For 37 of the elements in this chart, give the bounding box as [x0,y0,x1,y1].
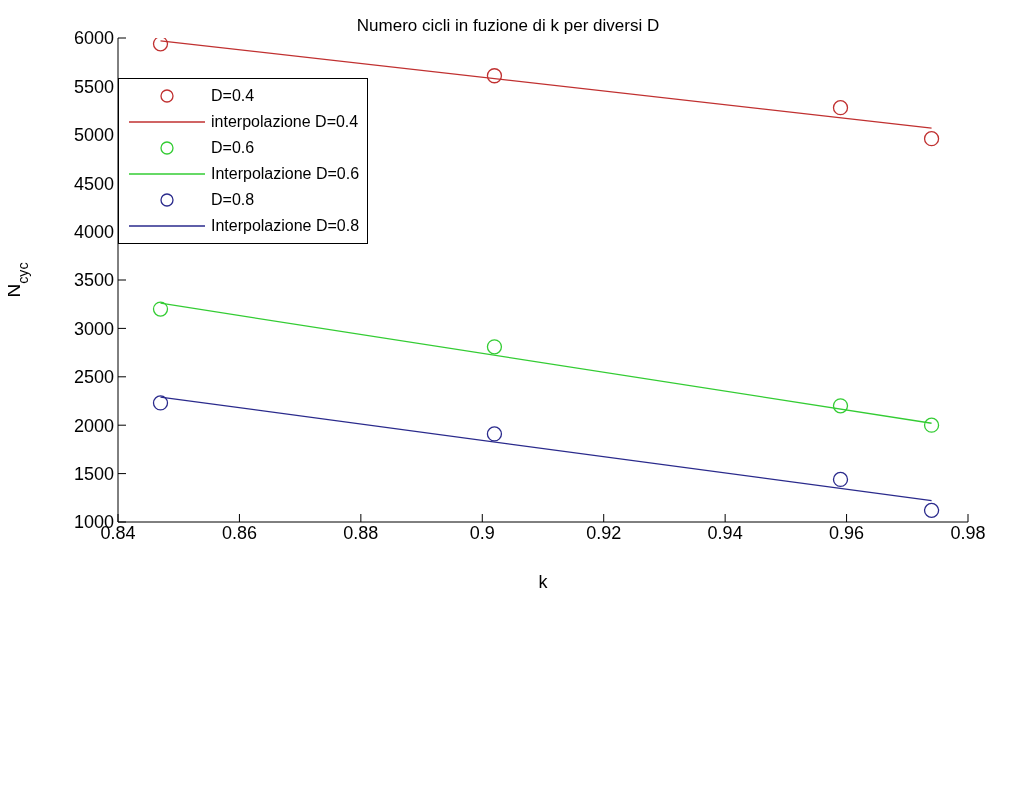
point [923,502,940,519]
y-tick-label: 5500 [73,76,114,97]
point [152,301,169,317]
y-tick-label: 2500 [73,367,114,388]
point [152,395,169,411]
legend-label: D=0.4 [211,87,255,105]
point [486,68,503,84]
x-tick-label: 0.96 [829,522,865,543]
x-tick-label: 0.86 [221,522,257,543]
legend-label: D=0.6 [211,139,255,157]
legend-label: D=0.8 [211,191,255,209]
chart-title: Numero cicli in fuzione di k per diversi D [356,16,660,35]
x-tick-label: 0.94 [707,522,743,543]
point [923,417,940,433]
x-tick-label: 0.9 [469,522,495,543]
point [832,100,849,116]
legend-label: Interpolazione D=0.8 [211,217,360,235]
x-tick-label: 0.92 [586,522,622,543]
legend-label: interpolazione D=0.4 [211,113,359,131]
x-tick-label: 0.98 [950,522,986,543]
y-tick-label: 5000 [73,125,114,146]
point [832,471,849,488]
y-tick-label: 3000 [73,318,114,339]
y-tick-label: 3500 [73,270,114,291]
y-tick-label: 2000 [73,415,114,436]
y-tick-label: 1500 [73,463,114,484]
point [832,398,849,414]
point [486,426,503,442]
point [152,38,169,52]
point [486,339,503,355]
y-tick-label: 4500 [73,173,114,194]
legend-label: Interpolazione D=0.6 [211,165,360,183]
y-tick-label: 4000 [73,221,114,242]
x-tick-label: 0.88 [343,522,379,543]
x-axis-title: k [538,572,549,592]
point [923,131,940,147]
y-tick-label: 6000 [73,28,114,49]
